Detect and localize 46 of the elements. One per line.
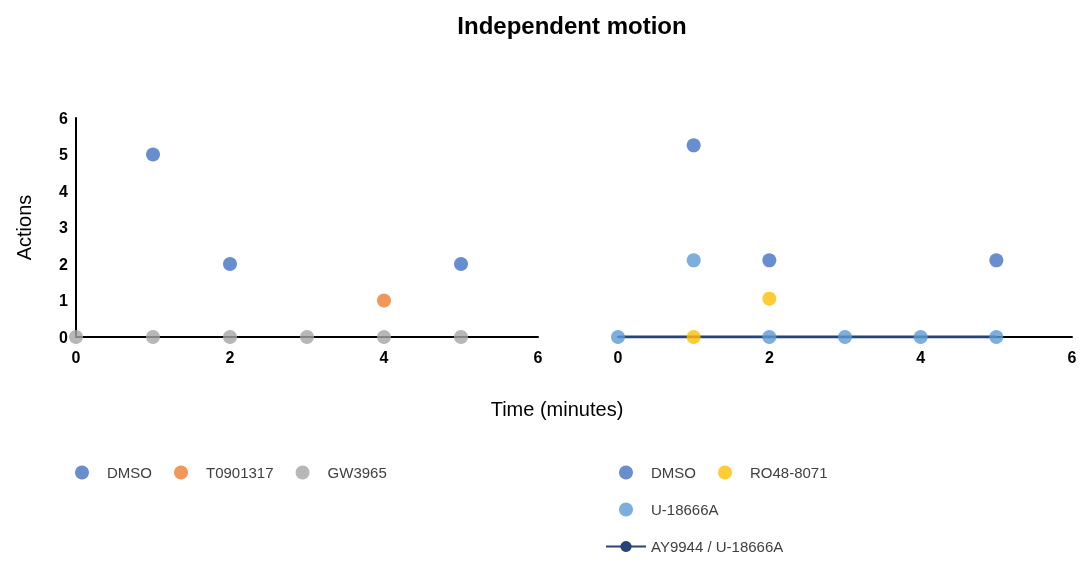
point bbox=[223, 330, 237, 344]
y-axis-title: Actions bbox=[13, 194, 35, 261]
x-tick-label: 0 bbox=[71, 348, 81, 366]
x-tick-label: 4 bbox=[916, 348, 926, 366]
y-tick-label: 2 bbox=[59, 255, 69, 273]
point bbox=[913, 330, 928, 344]
point bbox=[223, 257, 237, 271]
point bbox=[454, 257, 468, 271]
y-tick-label: 6 bbox=[59, 109, 69, 127]
x-tick-label: 6 bbox=[1067, 348, 1077, 366]
point bbox=[146, 330, 160, 344]
legend-label: AY9944 / U-18666A bbox=[651, 538, 784, 555]
legend-label: GW3965 bbox=[327, 464, 387, 481]
y-tick-label: 5 bbox=[59, 146, 69, 163]
x-tick-label: 2 bbox=[764, 348, 774, 366]
legend-label: DMSO bbox=[107, 464, 152, 481]
y-tick-label: 0 bbox=[59, 328, 69, 346]
y-tick-label: 3 bbox=[59, 219, 69, 236]
point bbox=[762, 291, 777, 306]
x-axis-title: Time (minutes) bbox=[489, 398, 625, 421]
point bbox=[454, 330, 468, 344]
legend-label: DMSO bbox=[651, 464, 696, 481]
point bbox=[686, 330, 701, 344]
point bbox=[686, 253, 701, 268]
point bbox=[377, 293, 391, 308]
x-tick-label: 2 bbox=[225, 348, 235, 366]
legend-label: T0901317 bbox=[206, 464, 274, 481]
x-tick-label: 4 bbox=[379, 348, 389, 366]
point bbox=[611, 330, 625, 344]
x-tick-label: 0 bbox=[613, 348, 623, 366]
point bbox=[69, 330, 83, 344]
chart-title: Independent motion bbox=[456, 12, 688, 40]
point bbox=[300, 330, 314, 344]
point bbox=[146, 147, 160, 162]
point bbox=[989, 330, 1004, 344]
point bbox=[989, 253, 1004, 268]
x-tick-label: 6 bbox=[533, 348, 543, 366]
y-tick-label: 1 bbox=[59, 292, 69, 309]
point bbox=[377, 330, 391, 344]
point bbox=[762, 253, 777, 268]
y-tick-label: 4 bbox=[59, 182, 69, 200]
point bbox=[762, 330, 777, 344]
point bbox=[686, 138, 701, 153]
legend-label: RO48-8071 bbox=[750, 464, 828, 481]
point bbox=[838, 330, 852, 344]
legend-label: U-18666A bbox=[651, 501, 719, 518]
